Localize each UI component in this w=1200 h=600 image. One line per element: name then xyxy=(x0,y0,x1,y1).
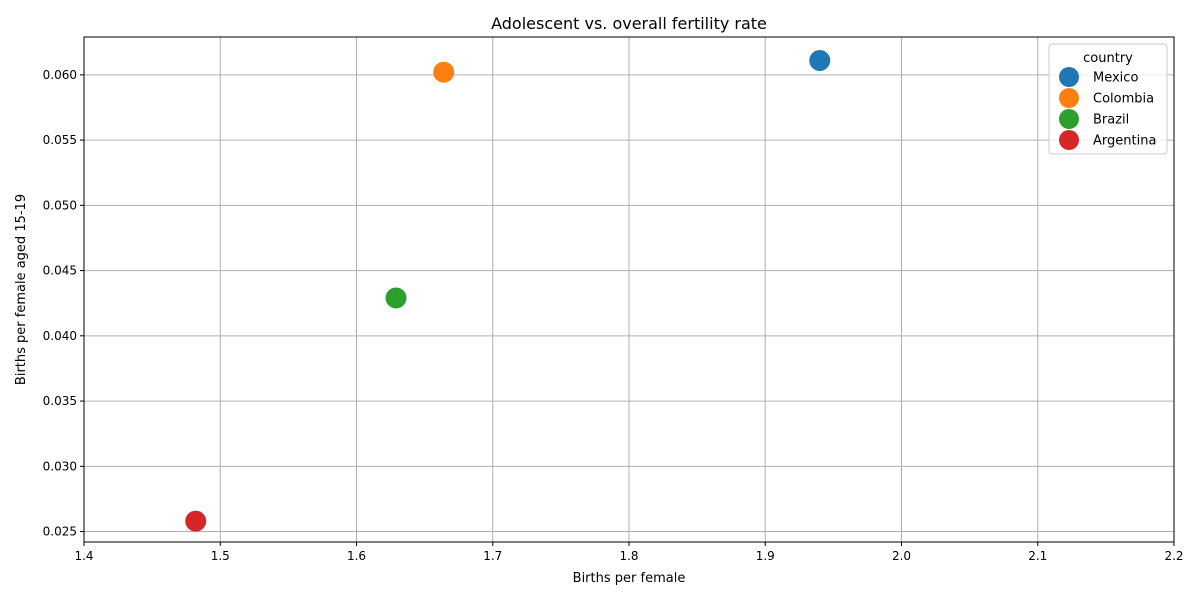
x-axis-ticks: 1.4 1.5 1.6 1.7 1.8 1.9 2.0 2.1 2.2 xyxy=(74,542,1184,563)
chart-title: Adolescent vs. overall fertility rate xyxy=(491,14,767,33)
x-tick-label: 2.1 xyxy=(1028,549,1047,563)
data-point-brazil xyxy=(385,287,407,309)
data-point-colombia xyxy=(433,61,455,83)
grid-lines xyxy=(83,37,1175,542)
legend: country Mexico Colombia Brazil Argentina xyxy=(1048,43,1168,155)
legend-marker-argentina xyxy=(1059,130,1079,150)
x-axis-label: Births per female xyxy=(573,571,686,586)
y-tick-label: 0.045 xyxy=(43,264,77,278)
legend-marker-brazil xyxy=(1059,109,1079,129)
x-tick-label: 2.2 xyxy=(1164,549,1183,563)
data-point-mexico xyxy=(809,49,831,71)
x-tick-label: 1.7 xyxy=(483,549,502,563)
x-tick-label: 1.4 xyxy=(74,549,93,563)
data-point-argentina xyxy=(185,510,207,532)
y-tick-label: 0.030 xyxy=(43,459,77,473)
legend-box xyxy=(1048,43,1168,155)
y-tick-label: 0.040 xyxy=(43,329,77,343)
y-tick-label: 0.035 xyxy=(43,394,77,408)
legend-label-brazil: Brazil xyxy=(1093,113,1129,128)
legend-marker-colombia xyxy=(1059,88,1079,108)
data-points xyxy=(185,49,831,532)
legend-label-mexico: Mexico xyxy=(1093,71,1138,86)
x-tick-label: 1.9 xyxy=(756,549,775,563)
y-tick-label: 0.055 xyxy=(43,133,77,147)
x-tick-label: 1.6 xyxy=(347,549,366,563)
x-tick-label: 2.0 xyxy=(892,549,911,563)
legend-label-colombia: Colombia xyxy=(1093,92,1154,107)
x-tick-label: 1.5 xyxy=(211,549,230,563)
legend-marker-mexico xyxy=(1059,67,1079,87)
y-tick-label: 0.060 xyxy=(43,68,77,82)
legend-title: country xyxy=(1083,51,1133,66)
y-axis-ticks: 0.025 0.030 0.035 0.040 0.045 0.050 0.055 0.060 xyxy=(43,68,84,539)
y-axis-label: Births per female aged 15-19 xyxy=(14,194,29,385)
x-tick-label: 1.8 xyxy=(619,549,638,563)
y-tick-label: 0.050 xyxy=(43,198,77,212)
y-tick-label: 0.025 xyxy=(43,525,77,539)
legend-label-argentina: Argentina xyxy=(1093,134,1156,149)
